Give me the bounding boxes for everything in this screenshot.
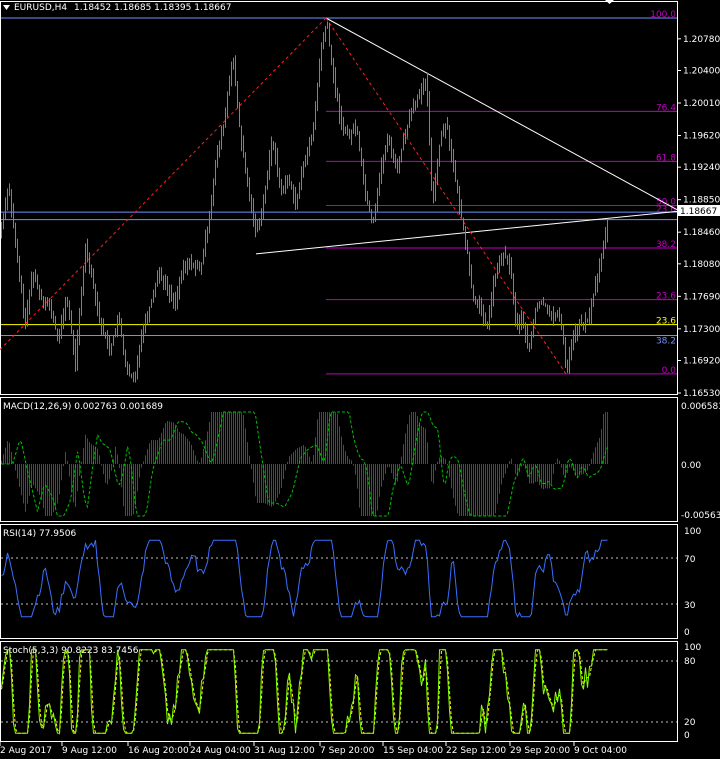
fib2-38-label: 38.2 [656, 337, 676, 347]
time-tick-label: 15 Sep 04:00 [383, 746, 443, 756]
lower-trendline [255, 210, 678, 255]
fib-level-label: 0.0 [662, 366, 677, 376]
time-tick-label: 2 Aug 2017 [0, 746, 52, 756]
price-tick-label: 1.18080 [683, 260, 720, 270]
time-tick-label: 29 Sep 20:00 [510, 746, 570, 756]
price-tick-label: 1.17690 [683, 292, 720, 302]
stoch-tick-100: 100 [684, 643, 701, 653]
price-tick-label: 1.20010 [683, 99, 720, 109]
fib-level-label: 100.0 [650, 10, 676, 20]
time-tick-label: 31 Aug 12:00 [254, 746, 315, 756]
stoch-main-line [1, 649, 608, 734]
fib-level-label: 61.8 [656, 153, 676, 163]
macd-tick-high: 0.006583 [681, 402, 720, 412]
stoch-pane-border [0, 641, 678, 742]
price-tick-label: 1.18460 [683, 228, 720, 238]
fib-level-label: 23.6 [656, 292, 676, 302]
time-tick-label: 16 Aug 20:00 [128, 746, 189, 756]
rsi-pane-border [0, 524, 678, 639]
upper-trendline [325, 17, 678, 211]
stoch-lines [1, 647, 608, 735]
price-tick-label: 1.19240 [683, 163, 720, 173]
price-tick-label: 1.16530 [683, 389, 720, 399]
stoch-tick-80: 80 [684, 657, 696, 667]
rsi-line [1, 539, 608, 618]
price-axis: 1.20780 1.20400 1.20010 1.19620 1.19240 1.188… [677, 35, 720, 399]
price-tick-label: 1.17300 [683, 325, 720, 335]
macd-histogram [1, 411, 608, 517]
rsi-label: RSI(14) 77.9506 [3, 529, 76, 539]
fib-level-label: 50.0 [656, 198, 676, 208]
symbol-label: EURUSD,H4 [14, 3, 67, 13]
current-price-tag: 1.18667 [678, 205, 720, 217]
macd-label: MACD(12,26,9) 0.002763 0.001689 [3, 402, 163, 412]
price-tick-label: 1.16920 [683, 357, 720, 367]
ohlc-label: 1.18452 1.18685 1.18395 1.18667 [74, 3, 231, 13]
current-price-value: 1.18667 [680, 207, 717, 217]
price-tick-label: 1.20400 [683, 67, 720, 77]
fib-cluster-label: 23.6 [656, 205, 676, 215]
macd-tick-low: -0.005634 [681, 511, 720, 521]
stoch-tick-0: 0 [684, 731, 690, 741]
fib-level-label: 76.4 [656, 103, 676, 113]
rsi-tick-100: 100 [684, 527, 701, 537]
macd-pane-border [0, 397, 678, 522]
stoch-label: Stoch(5,3,3) 90.8223 83.7456 [3, 646, 139, 656]
rsi-tick-0: 0 [684, 628, 690, 638]
price-tick-label: 1.19620 [683, 132, 720, 142]
rsi-polyline [1, 539, 608, 618]
rsi-tick-30: 30 [684, 601, 696, 611]
price-tick-label: 1.18850 [683, 196, 720, 206]
collapse-icon[interactable] [605, 0, 614, 4]
fib2-23-label: 23.6 [656, 317, 676, 327]
time-tick-label: 9 Aug 12:00 [62, 746, 117, 756]
price-tick-label: 1.20780 [683, 35, 720, 45]
time-tick-label: 22 Sep 12:00 [446, 746, 506, 756]
chevron-down-icon[interactable] [3, 5, 10, 10]
main-pane-border [0, 1, 678, 395]
macd-signal-line [1, 411, 608, 517]
time-tick-label: 9 Oct 04:00 [574, 746, 627, 756]
trendlines [0, 17, 678, 375]
time-axis: 2 Aug 2017 9 Aug 12:00 16 Aug 20:00 24 Aug … [0, 742, 627, 756]
stoch-tick-20: 20 [684, 718, 696, 728]
fibonacci-levels: 100.0 76.4 61.8 50.0 38.2 23.6 0.0 23.6 38.2 23.6 [1, 10, 677, 376]
rsi-tick-70: 70 [684, 555, 696, 565]
fib-level-label: 38.2 [656, 240, 676, 250]
candles [1, 21, 608, 383]
macd-tick-zero: 0.00 [681, 461, 701, 471]
time-tick-label: 24 Aug 04:00 [190, 746, 251, 756]
time-tick-label: 7 Sep 20:00 [320, 746, 375, 756]
